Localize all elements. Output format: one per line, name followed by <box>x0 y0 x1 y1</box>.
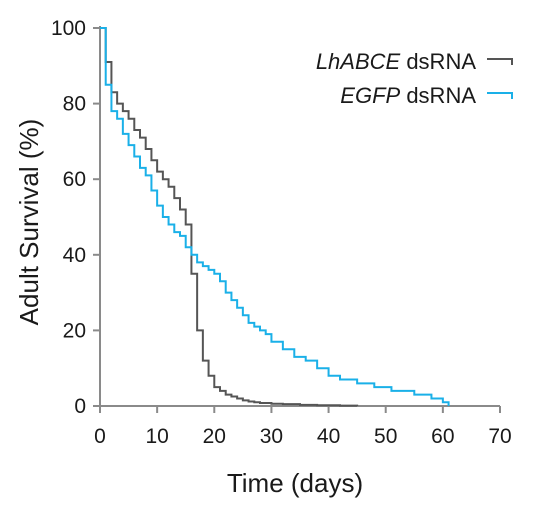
series-line-0 <box>100 27 359 407</box>
x-tick-label: 50 <box>374 425 397 448</box>
x-tick-label: 10 <box>145 425 168 448</box>
x-axis-title: Time (days) <box>227 468 363 498</box>
y-tick-label: 40 <box>63 244 86 267</box>
x-tick-label: 20 <box>203 425 226 448</box>
x-tick-label: 70 <box>488 425 511 448</box>
x-tick-label: 30 <box>260 425 283 448</box>
y-tick-label: 100 <box>51 17 86 40</box>
axes: 0 10 20 30 40 50 60 70 0 20 40 60 80 100 <box>51 17 512 448</box>
series-layer <box>100 27 450 407</box>
y-tick-label: 60 <box>63 168 86 191</box>
series-line-1 <box>100 27 450 406</box>
y-tick-label: 0 <box>74 395 86 418</box>
legend-label-italic: EGFP <box>340 83 400 108</box>
legend-swatch-0 <box>487 58 513 65</box>
legend-label-1: EGFP dsRNA <box>340 83 476 108</box>
legend-label-rest: dsRNA <box>400 49 476 74</box>
x-tick-label: 0 <box>94 425 106 448</box>
x-tick-label: 60 <box>431 425 454 448</box>
x-tick-label: 40 <box>317 425 340 448</box>
legend-swatch-1 <box>487 92 513 99</box>
legend-label-rest: dsRNA <box>400 83 476 108</box>
legend-label-0: LhABCE dsRNA <box>316 49 477 74</box>
y-tick-label: 80 <box>63 93 86 116</box>
legend-label-italic: LhABCE <box>316 49 401 74</box>
y-axis-title: Adult Survival (%) <box>14 119 44 326</box>
y-tick-label: 20 <box>63 319 86 342</box>
